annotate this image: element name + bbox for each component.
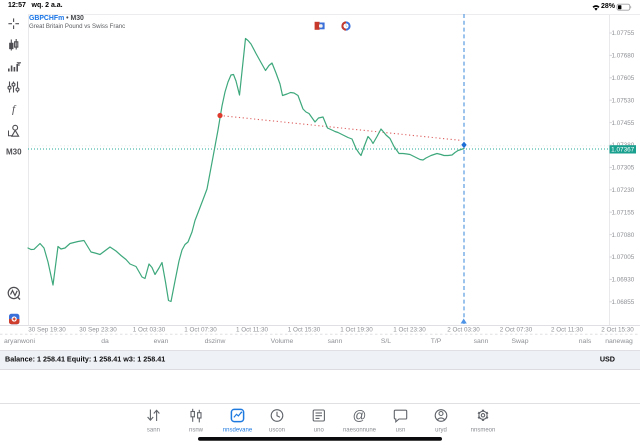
- svg-text:1.07367: 1.07367: [611, 147, 635, 154]
- svg-text:1 Oct 07:30: 1 Oct 07:30: [184, 326, 217, 333]
- svg-text:aryanwoni: aryanwoni: [4, 338, 35, 345]
- svg-text:1 Oct 23:30: 1 Oct 23:30: [393, 326, 426, 333]
- svg-text:1.07305: 1.07305: [612, 165, 635, 172]
- svg-text:1.07605: 1.07605: [612, 75, 635, 82]
- svg-text:uscon: uscon: [269, 428, 285, 434]
- svg-text:nsnw: nsnw: [189, 428, 204, 434]
- svg-text:Balance: 1 258.41 Equity: 1 25: Balance: 1 258.41 Equity: 1 258.41 w3: 1…: [5, 354, 165, 363]
- svg-text:30 Sep 23:30: 30 Sep 23:30: [79, 326, 117, 333]
- svg-text:1.07530: 1.07530: [612, 97, 635, 104]
- svg-text:f: f: [12, 104, 17, 116]
- svg-text:sann: sann: [474, 338, 489, 345]
- svg-text:usn: usn: [396, 428, 406, 434]
- svg-text:1.07005: 1.07005: [612, 254, 635, 261]
- svg-text:2 Oct 07:30: 2 Oct 07:30: [500, 326, 533, 333]
- svg-text:da: da: [101, 338, 109, 345]
- svg-text:M30: M30: [6, 148, 22, 157]
- svg-text:1.07680: 1.07680: [612, 53, 635, 60]
- svg-text:@: @: [353, 408, 367, 423]
- svg-text:nanewag: nanewag: [605, 338, 633, 345]
- svg-text:sann: sann: [328, 338, 343, 345]
- svg-text:1 Oct 15:30: 1 Oct 15:30: [288, 326, 321, 333]
- svg-text:S/L: S/L: [381, 338, 391, 345]
- svg-text:2 Oct 15:30: 2 Oct 15:30: [601, 326, 634, 333]
- svg-text:T/P: T/P: [431, 338, 442, 345]
- svg-text:1 Oct 11:30: 1 Oct 11:30: [236, 326, 269, 333]
- svg-text:USD: USD: [600, 354, 615, 363]
- svg-text:Swap: Swap: [511, 338, 528, 345]
- svg-text:evan: evan: [154, 338, 169, 345]
- svg-text:1.07455: 1.07455: [612, 120, 635, 127]
- svg-text:nals: nals: [579, 338, 592, 345]
- svg-text:uryd: uryd: [435, 428, 447, 434]
- svg-text:1.06930: 1.06930: [612, 277, 635, 284]
- svg-text:Volume: Volume: [271, 338, 294, 345]
- svg-text:2 Oct 03:30: 2 Oct 03:30: [447, 326, 480, 333]
- svg-text:1 Oct 19:30: 1 Oct 19:30: [340, 326, 373, 333]
- svg-text:1.07230: 1.07230: [612, 187, 635, 194]
- svg-text:30 Sep 19:30: 30 Sep 19:30: [28, 326, 66, 333]
- svg-text:uno: uno: [314, 428, 325, 434]
- svg-text:1 Oct 03:30: 1 Oct 03:30: [133, 326, 166, 333]
- svg-text:naesonnune: naesonnune: [343, 428, 377, 434]
- svg-text:dszinw: dszinw: [205, 338, 226, 345]
- svg-text:nnsdevane: nnsdevane: [223, 428, 253, 434]
- svg-text:2 Oct 11:30: 2 Oct 11:30: [551, 326, 584, 333]
- svg-text:nnsmeon: nnsmeon: [471, 428, 496, 434]
- svg-text:1.07080: 1.07080: [612, 232, 635, 239]
- svg-text:1.06855: 1.06855: [612, 299, 635, 306]
- svg-text:1.07155: 1.07155: [612, 209, 635, 216]
- svg-text:sann: sann: [147, 428, 160, 434]
- svg-text:1.07755: 1.07755: [612, 30, 635, 37]
